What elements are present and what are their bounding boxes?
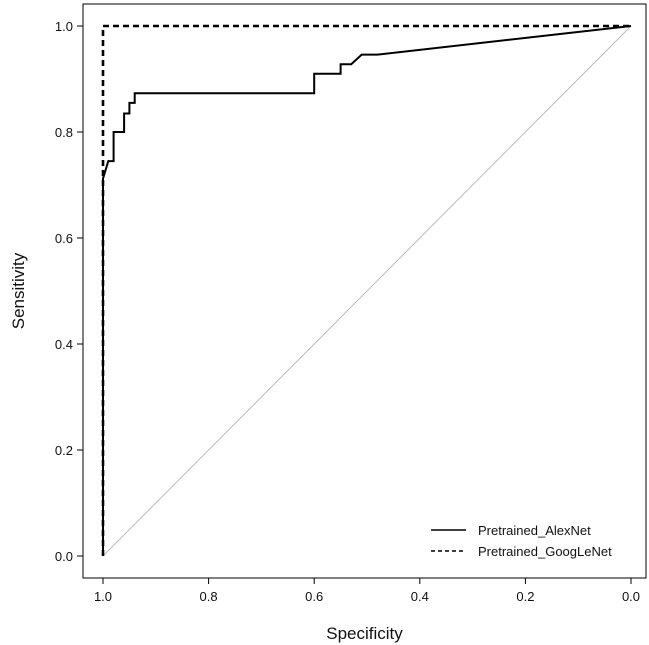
plot-area [82, 3, 647, 579]
x-tick-label: 0.4 [411, 589, 429, 604]
x-tick-label: 0.6 [305, 589, 323, 604]
y-tick-label: 1.0 [55, 19, 73, 34]
y-tick-label: 0.2 [55, 443, 73, 458]
series-line-pretrained-alexnet [102, 25, 632, 556]
y-axis-label: Sensitivity [9, 252, 28, 329]
x-axis-ticks: 1.0 0.8 0.6 0.4 0.2 0.0 [94, 578, 640, 604]
x-axis-label: Specificity [326, 624, 403, 643]
x-tick-label: 0.8 [200, 589, 218, 604]
x-tick-label: 0.2 [516, 589, 534, 604]
legend: Pretrained_AlexNet Pretrained_GoogLeNet [431, 523, 612, 559]
x-tick-label: 1.0 [94, 589, 112, 604]
legend-label-alexnet: Pretrained_AlexNet [478, 523, 591, 538]
legend-label-googlenet: Pretrained_GoogLeNet [478, 544, 612, 559]
y-axis-ticks: 0.0 0.2 0.4 0.6 0.8 1.0 [55, 19, 83, 564]
y-tick-label: 0.8 [55, 125, 73, 140]
y-tick-label: 0.6 [55, 231, 73, 246]
y-tick-label: 0.0 [55, 549, 73, 564]
series-line-pretrained-googlenet [101, 24, 631, 556]
reference-diagonal-line [102, 25, 632, 557]
y-tick-label: 0.4 [55, 337, 73, 352]
x-tick-label: 0.0 [622, 589, 640, 604]
plot-frame [82, 3, 647, 579]
